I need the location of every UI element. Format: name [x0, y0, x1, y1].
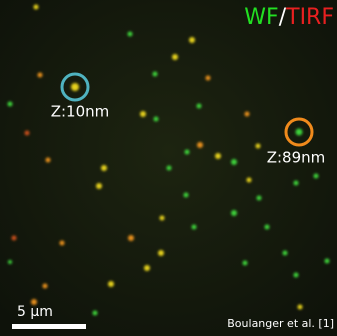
- spot: [314, 174, 319, 179]
- spot: [34, 5, 39, 10]
- spot: [25, 131, 30, 136]
- spot: [160, 216, 165, 221]
- spot: [140, 111, 146, 117]
- spot: [128, 32, 133, 37]
- scale-bar: [12, 324, 86, 329]
- spot: [144, 265, 150, 271]
- wf-label: WF: [244, 5, 278, 30]
- spot: [101, 165, 107, 171]
- spot: [184, 193, 189, 198]
- spot: [231, 210, 237, 216]
- spot: [283, 251, 288, 256]
- spot: [185, 150, 190, 155]
- spot: [206, 76, 211, 81]
- spot: [60, 241, 65, 246]
- micrograph: Z:10nm Z:89nm WF/TIRF 5 µm Boulanger et …: [0, 0, 337, 336]
- spot: [197, 142, 203, 148]
- tirf-label: TIRF: [285, 5, 334, 30]
- spot: [298, 305, 303, 310]
- spot: [154, 117, 159, 122]
- depth-label: Z:89nm: [267, 149, 326, 167]
- spot: [243, 261, 248, 266]
- page: Z:10nm Z:89nm WF/TIRF 5 µm Boulanger et …: [0, 0, 337, 336]
- spot: [265, 225, 270, 230]
- spot: [153, 72, 158, 77]
- spot: [294, 181, 299, 186]
- channel-legend: WF/TIRF: [244, 5, 334, 30]
- spot: [46, 158, 51, 163]
- spot: [108, 281, 114, 287]
- spot: [128, 235, 134, 241]
- spot: [325, 259, 330, 264]
- spot: [189, 37, 195, 43]
- spot: [71, 83, 79, 91]
- spot: [247, 178, 252, 183]
- spot: [192, 225, 197, 230]
- spot: [8, 102, 13, 107]
- spot: [172, 54, 178, 60]
- spot: [257, 196, 262, 201]
- spot: [245, 112, 250, 117]
- spot: [158, 250, 164, 256]
- spot: [43, 284, 48, 289]
- spot: [197, 104, 202, 109]
- spot: [167, 166, 172, 171]
- spot: [215, 153, 221, 159]
- spot: [93, 311, 98, 316]
- spot: [8, 260, 12, 264]
- spot: [12, 236, 17, 241]
- spot: [294, 273, 299, 278]
- spot: [38, 73, 43, 78]
- credit: Boulanger et al. [1]: [227, 317, 334, 330]
- scale-bar-label: 5 µm: [17, 304, 53, 320]
- spot: [231, 159, 237, 165]
- spot: [256, 144, 261, 149]
- spot: [96, 183, 102, 189]
- spot: [296, 129, 303, 136]
- depth-label: Z:10nm: [51, 103, 110, 121]
